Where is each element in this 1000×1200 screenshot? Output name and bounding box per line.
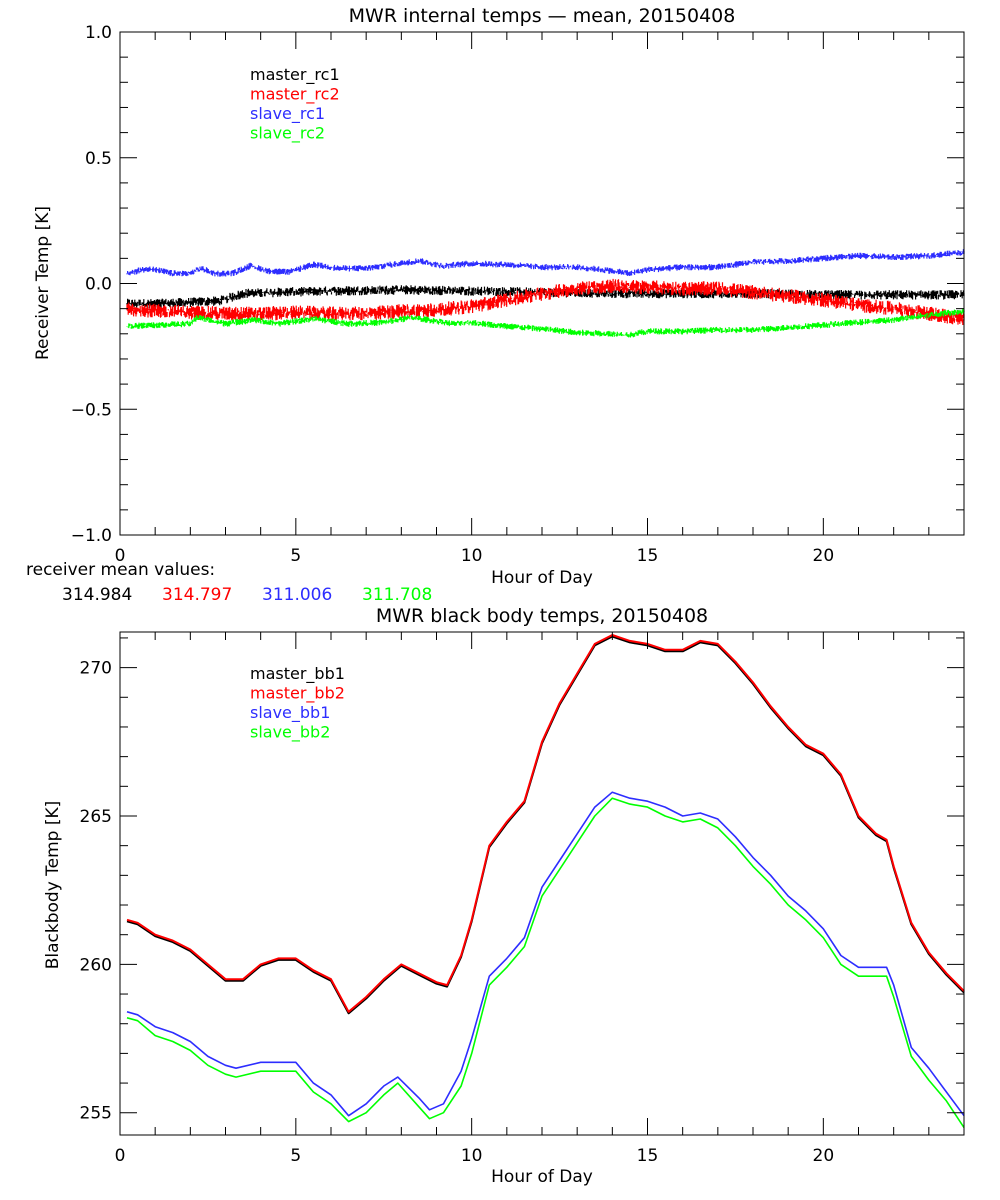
- x-tick-label: 15: [637, 546, 659, 566]
- y-tick-label: −0.5: [71, 400, 112, 420]
- legend-item-master_rc1: master_rc1: [250, 65, 340, 85]
- legend-item-master_rc2: master_rc2: [250, 85, 340, 105]
- legend-item-slave_rc1: slave_rc1: [250, 104, 325, 124]
- y-tick-label: 265: [80, 807, 112, 827]
- legend-item-slave_bb2: slave_bb2: [250, 723, 330, 743]
- x-tick-label: 20: [813, 546, 835, 566]
- axes: 0 5 10 15 20 255 260 265 270: [80, 631, 965, 1166]
- receiver-temp-chart: MWR internal temps — mean, 20150408 0 5 10…: [26, 5, 965, 605]
- legend-item-master_bb2: master_bb2: [250, 684, 345, 704]
- receiver-mean-value: 314.797: [162, 585, 232, 605]
- series-master_rc2: [126, 278, 965, 325]
- series-slave_bb2: [126, 797, 965, 1129]
- y-tick-label: 1.0: [85, 23, 112, 43]
- series-slave_bb1: [126, 791, 965, 1117]
- receiver-mean-values: 314.984 314.797 311.006 311.708: [62, 585, 432, 605]
- x-tick-label: 5: [290, 1146, 301, 1166]
- x-tick-label: 10: [461, 546, 483, 566]
- legend-item-master_bb1: master_bb1: [250, 664, 345, 684]
- legend-item-slave_bb1: slave_bb1: [250, 703, 330, 723]
- y-tick-label: 255: [80, 1104, 112, 1124]
- x-tick-label: 0: [115, 1146, 126, 1166]
- x-tick-label: 10: [461, 1146, 483, 1166]
- y-tick-label: 260: [80, 955, 112, 975]
- chart-title: MWR internal temps — mean, 20150408: [349, 5, 736, 27]
- receiver-mean-values-label: receiver mean values:: [26, 560, 215, 580]
- y-tick-label: 0.0: [85, 275, 112, 295]
- series-group: [126, 249, 965, 338]
- blackbody-temp-chart: MWR black body temps, 20150408 0 5 10 15 20 2…: [43, 605, 965, 1187]
- y-tick-label: 270: [80, 659, 112, 679]
- x-axis-label: Hour of Day: [491, 568, 593, 588]
- x-tick-label: 0: [115, 546, 126, 566]
- plot-frame: [119, 31, 965, 536]
- series-master_bb2: [126, 634, 965, 1013]
- plot-frame: [119, 631, 965, 1136]
- y-tick-label: 0.5: [85, 149, 112, 169]
- legend-item-slave_rc2: slave_rc2: [250, 124, 325, 144]
- x-tick-label: 20: [813, 1146, 835, 1166]
- series-slave_rc1: [126, 249, 965, 277]
- series-group: [126, 634, 965, 1129]
- receiver-mean-value: 311.006: [262, 585, 332, 605]
- series-slave_rc2: [126, 308, 965, 338]
- axes: 0 5 10 15 20 −1.0 −0.5 0.0 0.5 1.0: [71, 23, 965, 566]
- x-tick-label: 15: [637, 1146, 659, 1166]
- chart-title: MWR black body temps, 20150408: [376, 605, 708, 627]
- x-axis-label: Hour of Day: [491, 1167, 593, 1187]
- y-axis-label: Blackbody Temp [K]: [43, 801, 63, 970]
- y-axis-label: Receiver Temp [K]: [33, 206, 53, 360]
- y-tick-label: −1.0: [71, 526, 112, 546]
- receiver-mean-value: 311.708: [362, 585, 432, 605]
- x-tick-label: 5: [290, 546, 301, 566]
- receiver-mean-value: 314.984: [62, 585, 132, 605]
